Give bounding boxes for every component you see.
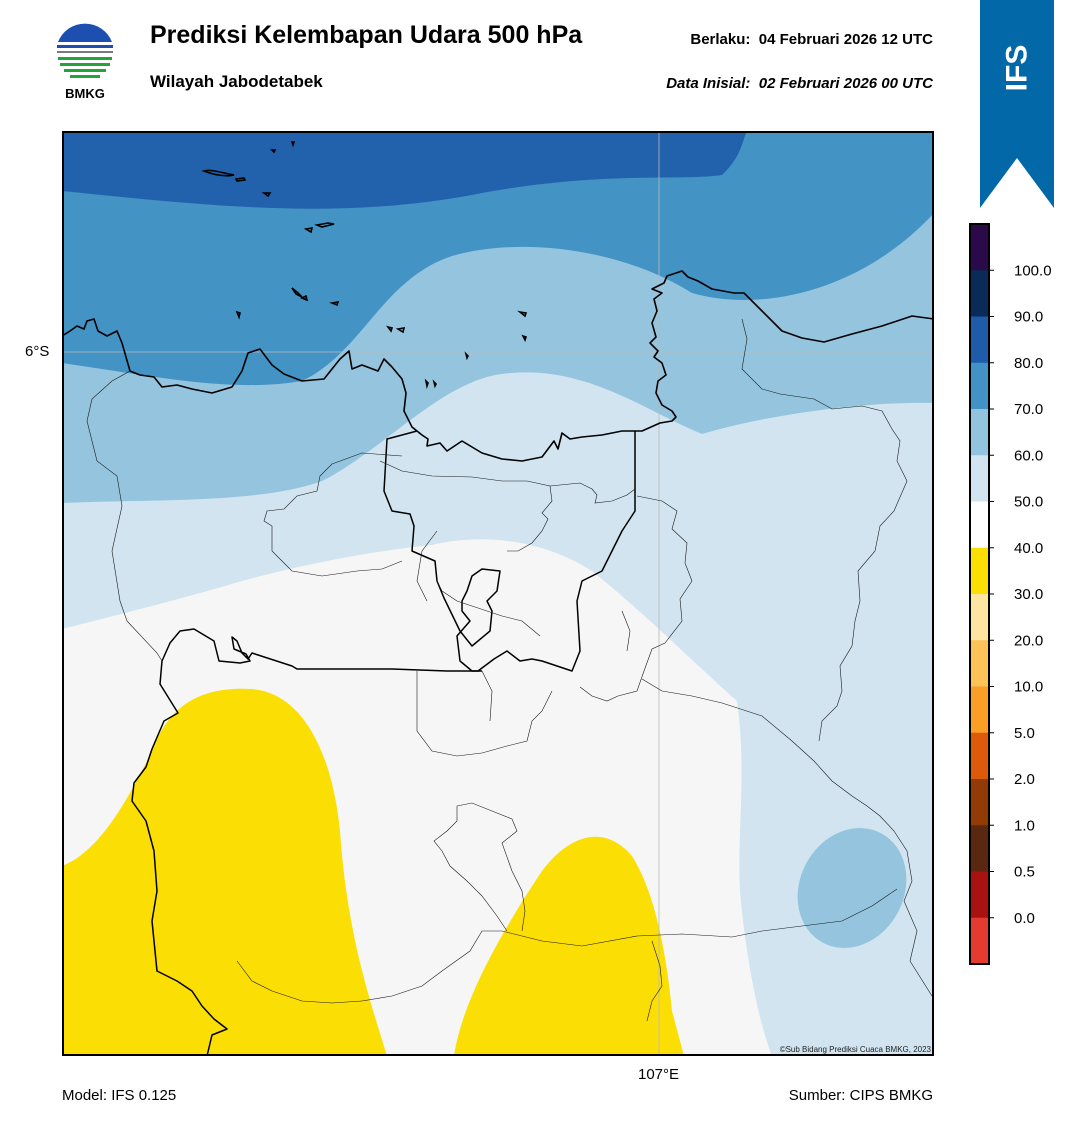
colorbar-tick-label: 2.0 bbox=[1014, 771, 1035, 788]
humidity-map bbox=[62, 131, 934, 1056]
colorbar-block bbox=[970, 917, 989, 965]
model-info: Model: IFS 0.125 bbox=[62, 1087, 177, 1104]
colorbar-tick-label: 90.0 bbox=[1014, 309, 1043, 326]
init-label: Data Inisial: bbox=[666, 75, 751, 92]
copyright-note: ©Sub Bidang Prediksi Cuaca BMKG, 2023 bbox=[779, 1045, 931, 1054]
colorbar-tick-label: 50.0 bbox=[1014, 494, 1043, 511]
colorbar-ticks: 100.0 90.0 80.0 70.0 60.0 50.0 40.0 30.0 20.0 10.… bbox=[989, 262, 1052, 927]
colorbar-tick-label: 40.0 bbox=[1014, 540, 1043, 557]
colorbar-block bbox=[970, 594, 989, 641]
colorbar-block bbox=[970, 686, 989, 734]
init-time: Data Inisial: 02 Februari 2026 00 UTC bbox=[666, 75, 933, 92]
valid-label: Berlaku: bbox=[690, 31, 751, 48]
colorbar-block bbox=[970, 409, 989, 456]
colorbar: 100.0 90.0 80.0 70.0 60.0 50.0 40.0 30.0 20.0 10.… bbox=[969, 223, 1052, 965]
init-value: 02 Februari 2026 00 UTC bbox=[758, 75, 933, 92]
region-subtitle: Wilayah Jabodetabek bbox=[150, 72, 323, 91]
colorbar-block bbox=[970, 455, 989, 502]
colorbar-tick-label: 70.0 bbox=[1014, 401, 1043, 418]
ifs-banner-label: IFS bbox=[999, 44, 1033, 92]
colorbar-block bbox=[970, 501, 989, 549]
valid-time: Berlaku: 04 Februari 2026 12 UTC bbox=[690, 31, 933, 48]
band-humidity-30-east bbox=[454, 836, 684, 1056]
colorbar-block bbox=[970, 362, 989, 410]
colorbar-block bbox=[970, 825, 989, 872]
colorbar-block bbox=[970, 779, 989, 826]
coastline bbox=[62, 270, 934, 462]
logo-text: BMKG bbox=[65, 86, 105, 101]
map-frame bbox=[62, 131, 934, 1056]
colorbar-tick-label: 60.0 bbox=[1014, 447, 1043, 464]
thousand-islands bbox=[201, 141, 528, 390]
colorbar-tick-label: 0.0 bbox=[1014, 910, 1035, 927]
colorbar-block bbox=[970, 316, 989, 364]
ifs-banner bbox=[980, 0, 1054, 208]
colorbar-tick-label: 80.0 bbox=[1014, 355, 1043, 372]
colorbar-block bbox=[970, 732, 989, 780]
band-humidity-30-west bbox=[62, 688, 387, 1056]
longitude-label: 107°E bbox=[638, 1066, 680, 1083]
band-humidity-60-patch bbox=[797, 828, 907, 948]
colorbar-tick-label: 0.5 bbox=[1014, 864, 1035, 881]
colorbar-block bbox=[970, 224, 989, 271]
bmkg-logo bbox=[56, 23, 114, 82]
colorbar-tick-label: 1.0 bbox=[1014, 817, 1035, 834]
source-info: Sumber: CIPS BMKG bbox=[788, 1087, 933, 1104]
colorbar-frame bbox=[969, 223, 990, 965]
colorbar-tick-label: 30.0 bbox=[1014, 586, 1043, 603]
colorbar-tick-label: 10.0 bbox=[1014, 679, 1043, 696]
colorbar-tick-label: 20.0 bbox=[1014, 632, 1043, 649]
province-border-east bbox=[131, 431, 636, 1056]
province-border bbox=[383, 430, 501, 672]
valid-value: 04 Februari 2026 12 UTC bbox=[758, 31, 933, 48]
colorbar-block bbox=[970, 270, 989, 317]
regency-borders bbox=[86, 318, 933, 1022]
colorbar-block bbox=[970, 640, 989, 687]
colorbar-block bbox=[970, 871, 989, 919]
map-title: Prediksi Kelembapan Udara 500 hPa bbox=[150, 21, 583, 49]
colorbar-tick-label: 100.0 bbox=[1014, 262, 1052, 279]
latitude-label: 6°S bbox=[25, 343, 50, 360]
colorbar-tick-label: 5.0 bbox=[1014, 725, 1035, 742]
colorbar-block bbox=[970, 547, 989, 595]
colorbar-blocks bbox=[970, 224, 989, 965]
